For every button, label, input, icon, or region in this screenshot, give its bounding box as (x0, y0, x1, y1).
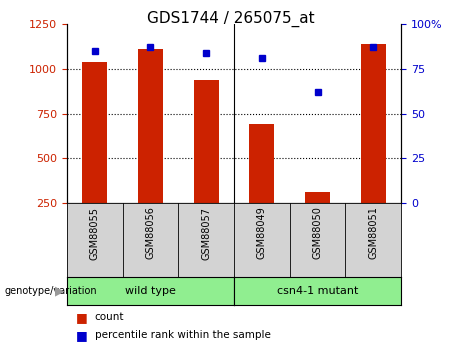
Text: GSM88051: GSM88051 (368, 207, 378, 259)
Bar (138, 49, 163, 203)
Text: ■: ■ (76, 328, 88, 342)
Bar (249, 124, 274, 203)
Text: genotype/variation: genotype/variation (5, 286, 97, 296)
Bar (361, 44, 386, 203)
Text: csn4-1 mutant: csn4-1 mutant (277, 286, 358, 296)
Bar (194, 80, 219, 203)
Bar (82, 62, 107, 203)
Text: percentile rank within the sample: percentile rank within the sample (95, 330, 271, 340)
Text: GSM88050: GSM88050 (313, 207, 323, 259)
Text: GSM88056: GSM88056 (145, 207, 155, 259)
Text: ■: ■ (76, 311, 88, 324)
Text: GSM88049: GSM88049 (257, 207, 267, 259)
Text: wild type: wild type (125, 286, 176, 296)
Bar (305, 192, 330, 203)
Text: GSM88057: GSM88057 (201, 207, 211, 259)
Text: GDS1744 / 265075_at: GDS1744 / 265075_at (147, 10, 314, 27)
Text: GSM88055: GSM88055 (90, 207, 100, 259)
Text: count: count (95, 312, 124, 322)
Text: ▶: ▶ (55, 285, 65, 298)
